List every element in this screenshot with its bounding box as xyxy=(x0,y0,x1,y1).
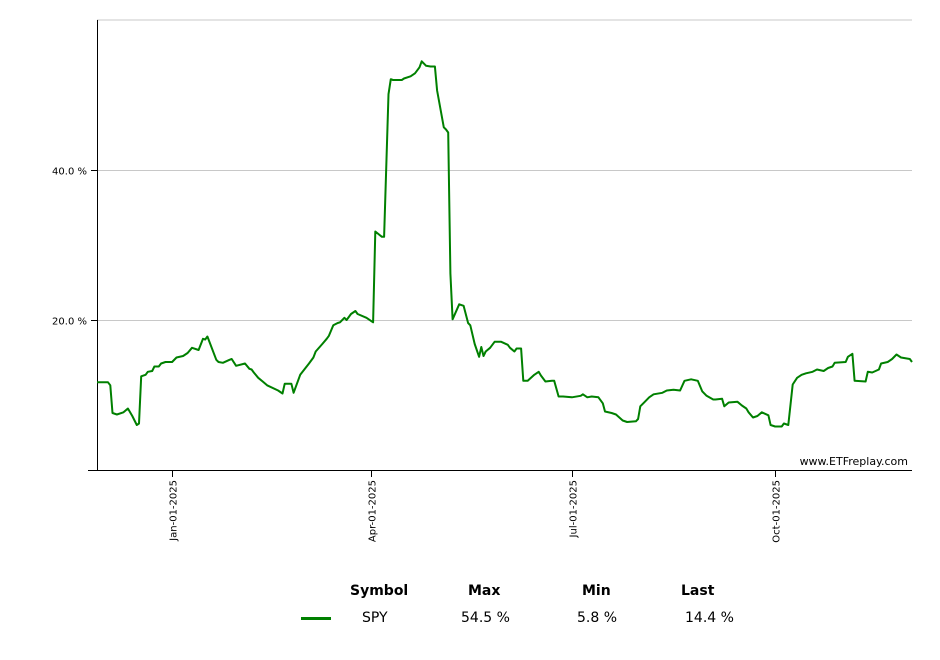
series-line-spy xyxy=(97,60,913,428)
x-tick-label: Oct-01-2025 xyxy=(772,480,783,543)
y-tick-label: 20.0 % xyxy=(52,317,87,328)
x-axis-ticks: Jan-01-2025 Apr-01-2025 Jul-01-2025 Oct-01-… xyxy=(169,470,783,543)
axes xyxy=(88,20,912,471)
y-axis-ticks: 20.0 % 40.0 % xyxy=(52,167,97,328)
series-lines xyxy=(97,60,913,428)
x-tick-label: Jan-01-2025 xyxy=(169,480,180,542)
y-tick-label: 40.0 % xyxy=(52,167,87,178)
x-tick-label: Apr-01-2025 xyxy=(368,480,379,542)
grid-lines xyxy=(97,19,912,321)
x-tick-label: Jul-01-2025 xyxy=(569,480,580,538)
watermark: www.ETFreplay.com xyxy=(800,455,908,468)
